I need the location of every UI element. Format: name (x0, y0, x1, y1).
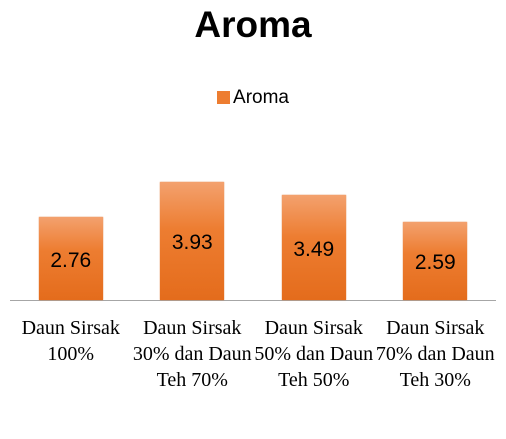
bar (160, 182, 225, 300)
bar (403, 222, 468, 300)
bar (38, 217, 103, 300)
data-label: 3.49 (293, 237, 335, 261)
x-tick-label: Daun Sirsak 70% dan Daun Teh 30% (375, 317, 495, 391)
legend-swatch (217, 91, 231, 104)
x-axis (10, 300, 496, 301)
x-tick-label: Daun Sirsak 50% dan Daun Teh 50% (254, 317, 374, 391)
legend-label: Aroma (233, 87, 289, 108)
data-label: 3.93 (171, 231, 213, 255)
x-tick-label: Daun Sirsak 30% dan Daun Teh 70% (132, 317, 252, 391)
x-tick-label: Daun Sirsak 100% (21, 317, 120, 365)
data-label: 2.76 (50, 248, 92, 272)
legend: Aroma (0, 87, 506, 109)
bar (281, 195, 346, 300)
data-label: 2.59 (414, 251, 456, 275)
chart-title: Aroma (194, 4, 312, 45)
